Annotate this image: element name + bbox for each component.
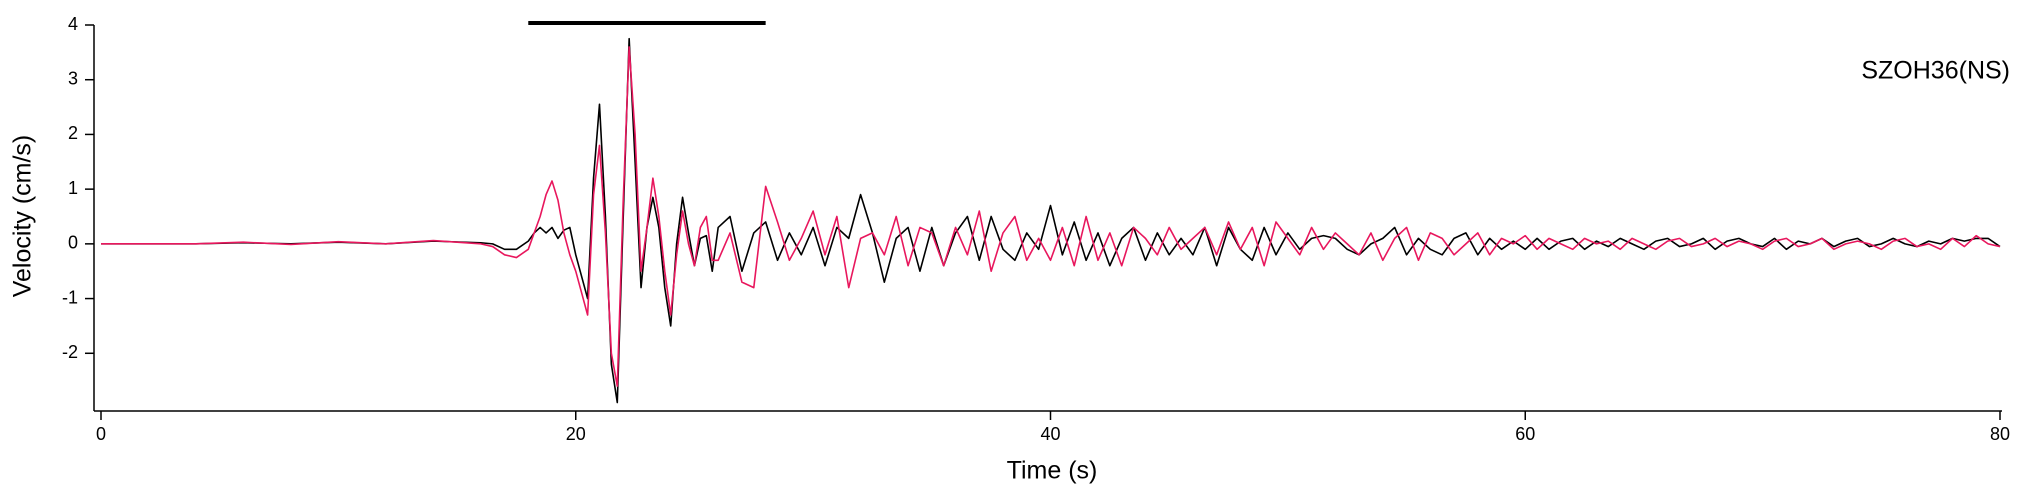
station-label: SZOH36(NS) <box>1861 57 2010 85</box>
waveform-line <box>101 46 2001 387</box>
y-axis-title: Velocity (cm/s) <box>9 135 37 298</box>
x-tick-label: 40 <box>1040 424 1060 444</box>
x-tick-label: 20 <box>566 424 586 444</box>
y-tick-label: 1 <box>68 178 78 198</box>
y-tick-label: 3 <box>68 68 78 88</box>
x-tick-label: 0 <box>96 424 106 444</box>
y-tick-label: 4 <box>68 14 78 34</box>
x-tick-label: 80 <box>1990 424 2010 444</box>
y-tick-label: 2 <box>68 123 78 143</box>
x-tick-label: 60 <box>1515 424 1535 444</box>
x-axis-title: Time (s) <box>1007 457 1098 485</box>
y-tick-label: -1 <box>62 287 78 307</box>
y-tick-label: 0 <box>68 233 78 253</box>
waveform-line <box>101 37 2001 404</box>
y-tick-label: -2 <box>62 342 78 362</box>
